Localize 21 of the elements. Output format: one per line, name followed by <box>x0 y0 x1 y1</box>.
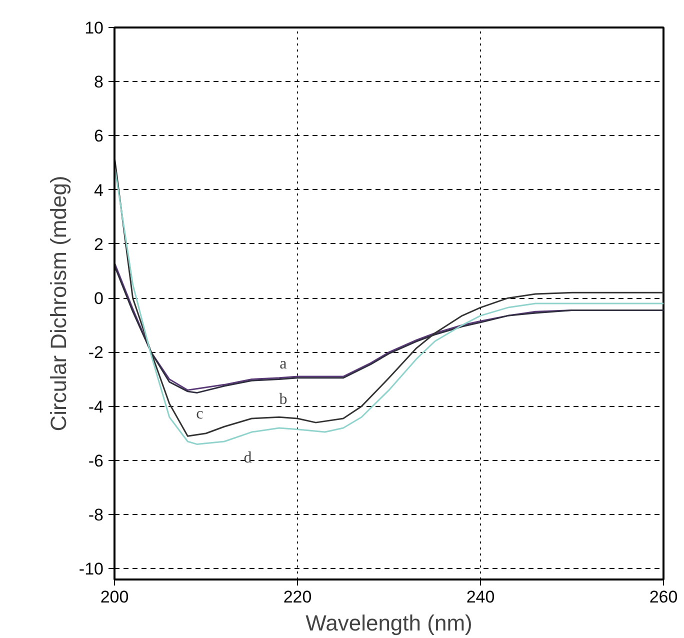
series-label: a <box>280 355 287 372</box>
y-tick-label: 10 <box>84 18 104 38</box>
y-tick-label: -4 <box>88 397 104 416</box>
y-tick-label: 4 <box>94 180 104 200</box>
series-label: d <box>244 450 252 467</box>
y-tick-label: 8 <box>94 72 104 92</box>
x-tick-label: 200 <box>100 588 129 606</box>
x-axis-title: Wavelength (nm) <box>306 610 472 636</box>
series-label: c <box>196 406 204 423</box>
y-tick-label: 6 <box>94 126 104 146</box>
y-tick-label: 0 <box>94 289 104 308</box>
y-tick-label: -10 <box>78 560 104 579</box>
series-label: b <box>279 390 288 408</box>
y-tick-label: -2 <box>88 343 104 362</box>
y-tick-label: -8 <box>88 506 104 525</box>
x-tick-label: 260 <box>649 588 678 606</box>
x-tick-label: 220 <box>283 588 312 606</box>
y-axis-title: Circular Dichroism (mdeg) <box>46 176 71 432</box>
y-tick-label: -6 <box>88 451 104 470</box>
x-tick-label: 240 <box>466 588 495 606</box>
y-tick-label: 2 <box>94 234 104 254</box>
